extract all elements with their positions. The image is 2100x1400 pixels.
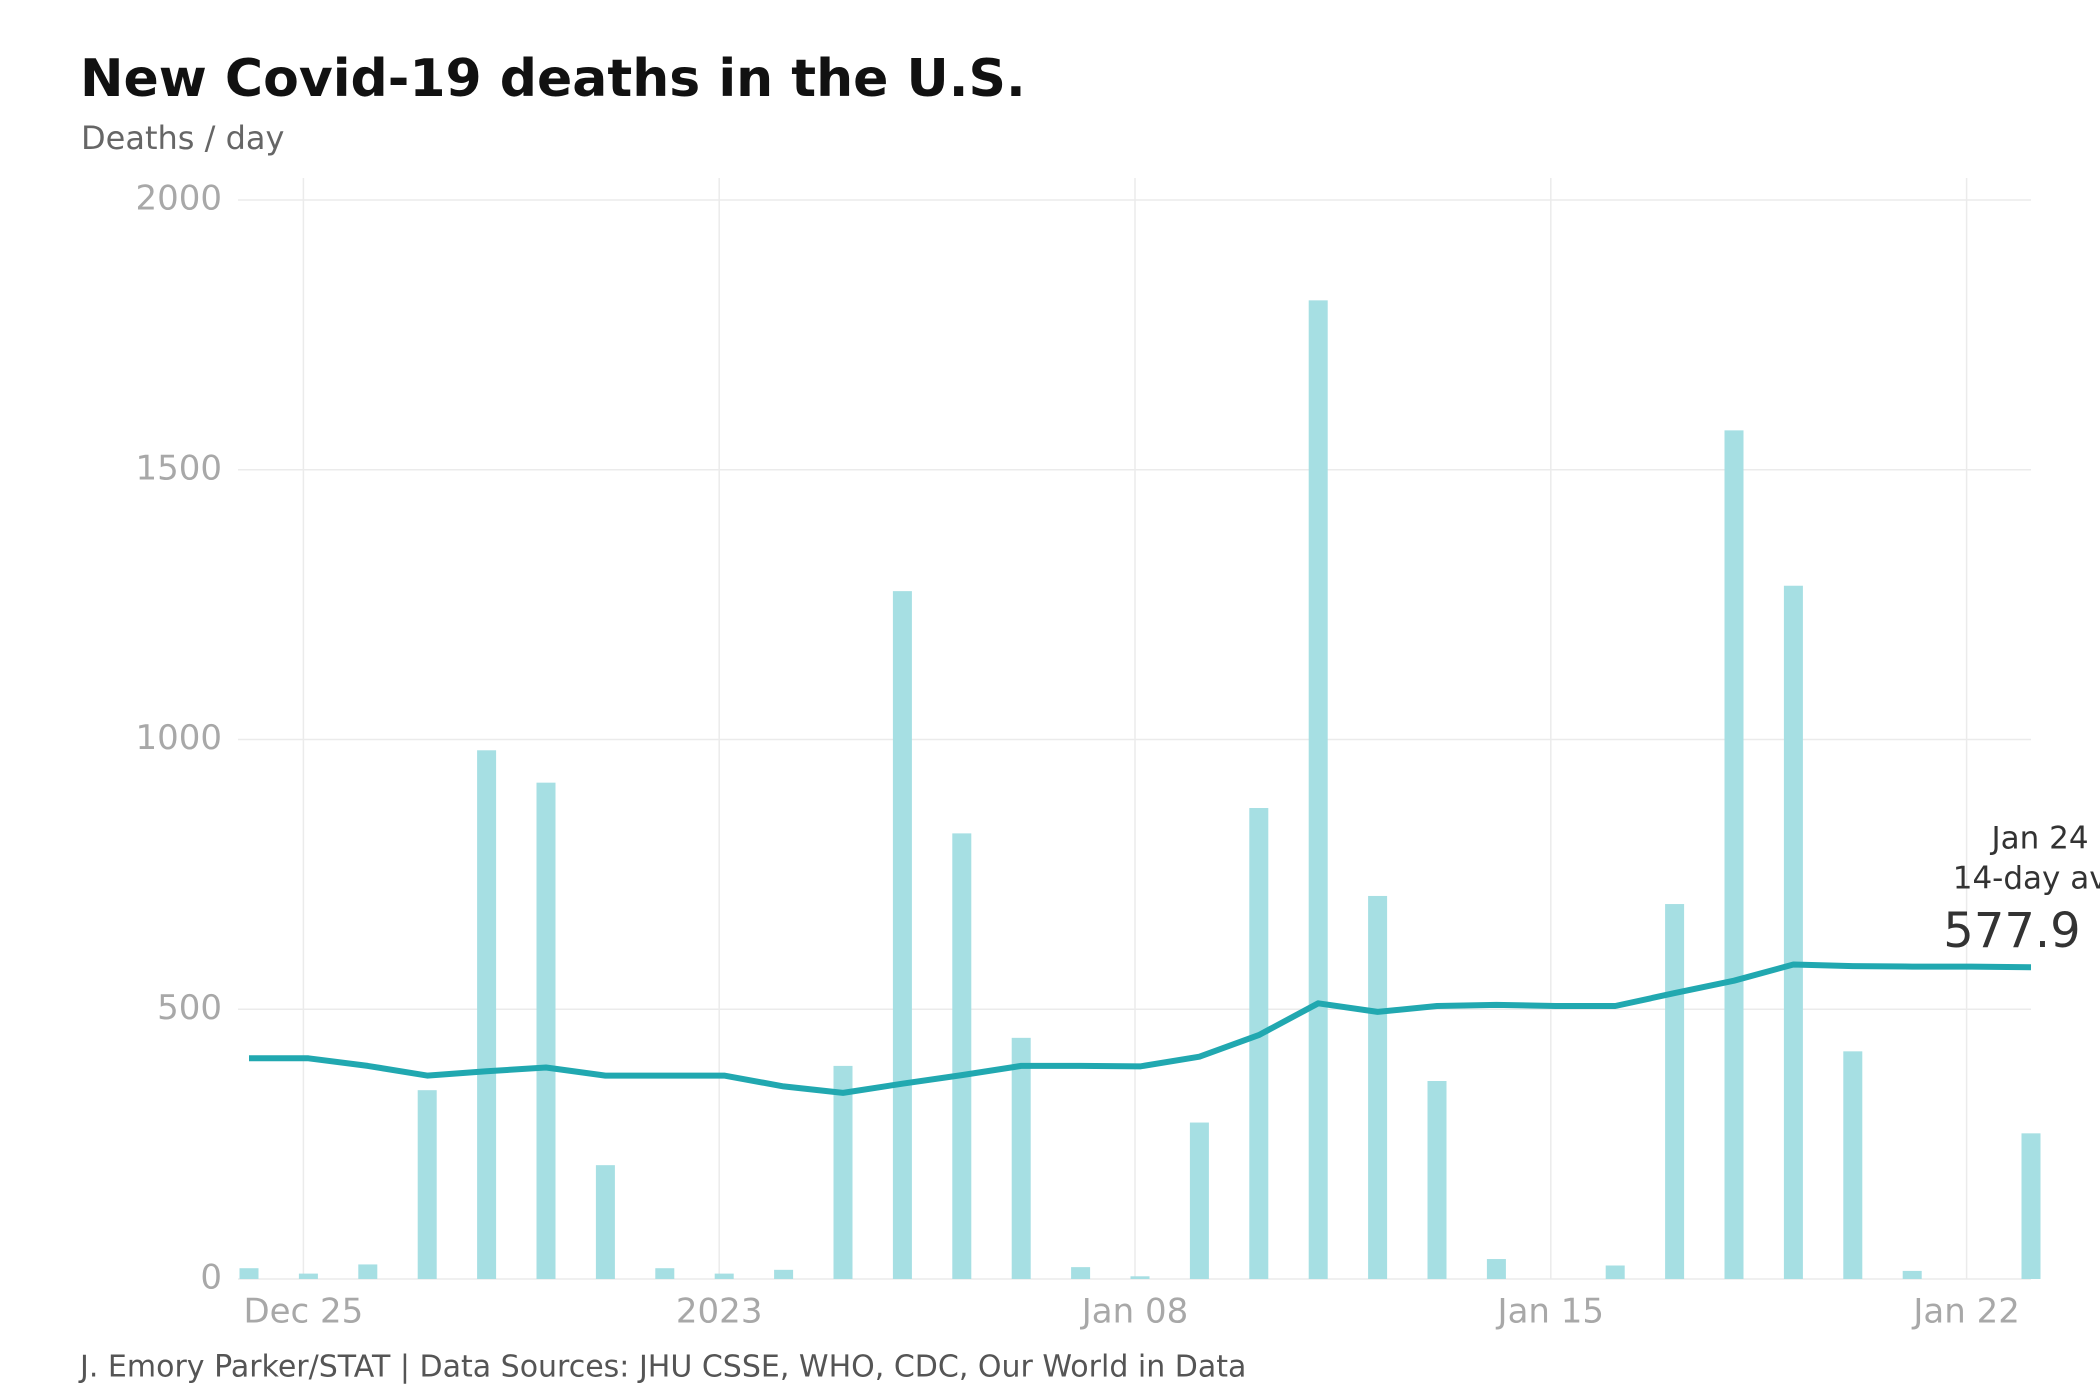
average-line — [249, 961, 2032, 1096]
bar — [1130, 1276, 1150, 1279]
bar — [2021, 1133, 2041, 1279]
chart-subtitle: Deaths / day — [81, 119, 284, 157]
y-tick-label: 500 — [157, 988, 222, 1028]
bar — [1902, 1270, 1922, 1279]
bar — [1724, 430, 1744, 1280]
bar — [1427, 1081, 1447, 1279]
bar — [417, 1090, 437, 1279]
bar — [239, 1268, 259, 1279]
marks — [239, 300, 2041, 1280]
bar — [595, 1165, 615, 1279]
y-tick-label: 0 — [200, 1258, 222, 1298]
x-tick-label: Jan 22 — [1911, 1292, 2019, 1332]
annotation-value: 577.9 — [1943, 903, 2080, 959]
x-tick-label: Dec 25 — [243, 1292, 363, 1332]
bar — [1486, 1259, 1506, 1279]
annotation-label: 14-day avg — [1953, 861, 2100, 897]
bar — [1368, 895, 1388, 1279]
bar — [655, 1268, 675, 1279]
bar — [1843, 1051, 1863, 1279]
bar — [1605, 1265, 1625, 1279]
bar — [833, 1065, 853, 1279]
bar — [952, 833, 972, 1279]
bar — [477, 750, 497, 1279]
x-tick-label: Jan 15 — [1496, 1292, 1604, 1332]
bar — [1189, 1122, 1209, 1279]
bar — [298, 1273, 318, 1279]
x-tick-label: Jan 08 — [1080, 1292, 1188, 1332]
bar — [1249, 808, 1269, 1279]
bar — [536, 782, 556, 1279]
bar — [892, 591, 912, 1279]
x-tick-label: 2023 — [676, 1292, 763, 1332]
y-tick-label: 1500 — [135, 448, 222, 488]
y-tick-label: 1000 — [135, 718, 222, 758]
bar — [1071, 1267, 1091, 1279]
chart-title: New Covid-19 deaths in the U.S. — [80, 49, 1026, 109]
source-note: J. Emory Parker/STAT | Data Sources: JHU… — [78, 1350, 1246, 1385]
bar — [358, 1264, 378, 1279]
bar — [1783, 585, 1803, 1279]
y-tick-label: 2000 — [135, 179, 222, 219]
bar — [1011, 1037, 1031, 1279]
bar — [1308, 300, 1328, 1279]
bar — [774, 1269, 794, 1279]
annotation-date: Jan 24 — [1989, 821, 2088, 857]
bar — [714, 1273, 734, 1279]
bar — [1665, 904, 1685, 1279]
